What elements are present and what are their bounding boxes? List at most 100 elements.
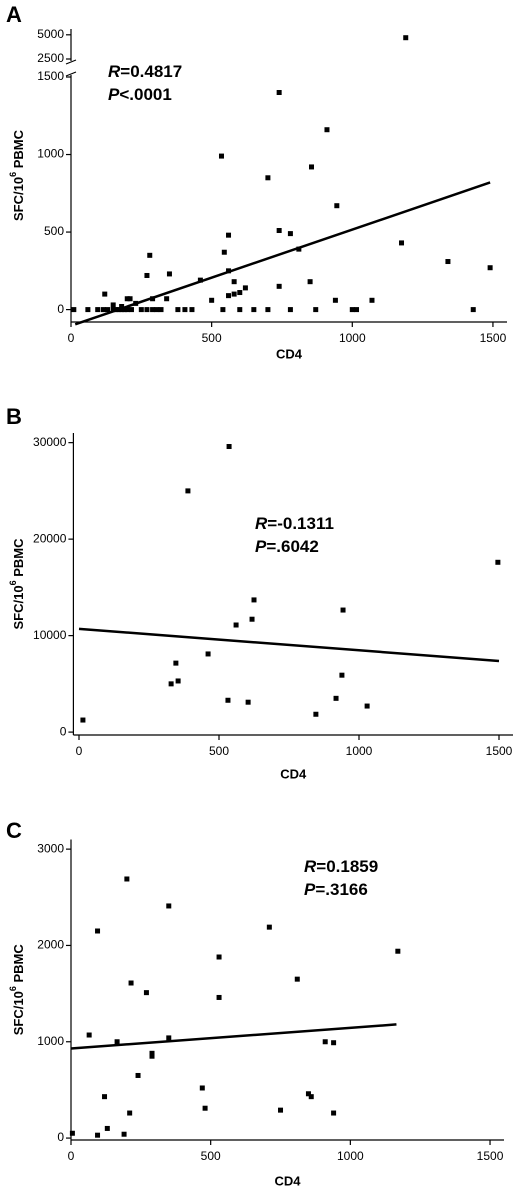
data-point [80,717,86,723]
data-point [231,291,237,297]
data-point [86,1032,92,1038]
data-point [226,444,232,450]
y-label-rest: PBMC [11,129,26,172]
x-tick-label: 1500 [480,331,507,345]
data-point [105,307,111,313]
data-point [296,246,302,252]
x-tick-label: 0 [68,1149,75,1163]
data-point [226,232,232,238]
y-axis-label: SFC/106 PBMC [8,944,26,1036]
data-point [164,296,170,302]
data-point [158,307,164,313]
data-point [102,1094,108,1100]
data-point [218,153,224,159]
y-tick-label: 30000 [33,435,67,449]
data-point [147,252,153,258]
stat-text: =.3166 [315,880,367,899]
y-tick-label: 10000 [33,628,67,642]
y-label-rest: PBMC [11,944,26,987]
y-label-sup: 6 [8,580,18,585]
data-point [333,695,339,701]
stat-annotation: P=.3166 [304,880,368,899]
data-point [202,1105,208,1111]
data-point [324,127,330,133]
y-tick-label: 0 [57,1130,64,1144]
data-point [149,1053,155,1059]
panel-label: C [6,818,22,843]
y-tick-label: 2500 [37,51,64,65]
stat-symbol: R [255,514,268,533]
data-point [110,307,116,313]
data-point [150,296,156,302]
x-tick-label: 0 [68,331,75,345]
data-point [331,1110,337,1116]
data-point [220,307,226,313]
data-point [173,660,179,666]
data-point [265,175,271,181]
data-point [69,1130,75,1136]
data-point [154,307,160,313]
data-point [245,699,251,705]
data-point [287,307,293,313]
data-point [369,297,375,303]
x-tick-label: 1500 [486,744,513,758]
data-point [197,277,203,283]
stat-text: =0.1859 [316,857,378,876]
stat-annotation: P=.6042 [255,537,319,556]
stat-annotation: R=-0.1311 [255,514,334,533]
data-point [445,259,451,265]
data-point [128,307,134,313]
data-point [495,559,501,565]
data-point [221,249,227,255]
data-point [124,296,130,302]
stat-symbol: P [304,880,316,899]
data-point [114,1039,120,1045]
y-tick-label: 0 [57,302,64,316]
y-tick-label: 2000 [37,938,64,952]
data-point [144,307,150,313]
data-point [150,307,156,313]
x-tick-label: 1500 [477,1149,504,1163]
data-point [251,307,257,313]
data-point [334,203,340,209]
data-point [276,90,282,96]
y-tick-label: 0 [60,724,67,738]
data-point [331,1040,337,1046]
y-tick-label: 20000 [33,531,67,545]
data-point [95,928,101,934]
y-label-rest: PBMC [11,538,26,581]
data-point [339,672,345,678]
x-tick-label: 1000 [337,1149,364,1163]
x-tick-label: 500 [201,1149,221,1163]
data-point [309,164,315,170]
y-label-base: SFC/10 [11,177,26,221]
data-point [332,297,338,303]
x-axis-label: CD4 [274,1173,301,1188]
stat-annotation: R=0.1859 [304,857,378,876]
axis-break [65,59,77,77]
data-point [340,607,346,613]
data-point [119,307,125,313]
data-point [185,488,191,494]
data-point [102,291,108,297]
data-point [487,265,493,271]
data-point [95,1132,101,1138]
panel-label: B [6,404,22,429]
data-point [166,1035,172,1041]
stat-symbol: R [304,857,317,876]
data-point [168,681,174,687]
data-point [249,616,255,622]
x-tick-label: 500 [209,744,229,758]
data-point [110,302,116,308]
stat-text: <.0001 [119,85,171,104]
panel-label: A [6,2,22,27]
y-tick-label: 500 [44,224,64,238]
data-point [266,924,272,930]
data-point [399,240,405,246]
y-label-sup: 6 [8,172,18,177]
data-point [149,1050,155,1056]
data-point [287,231,293,237]
data-point [237,290,243,296]
data-point [276,228,282,234]
data-point [116,307,122,313]
